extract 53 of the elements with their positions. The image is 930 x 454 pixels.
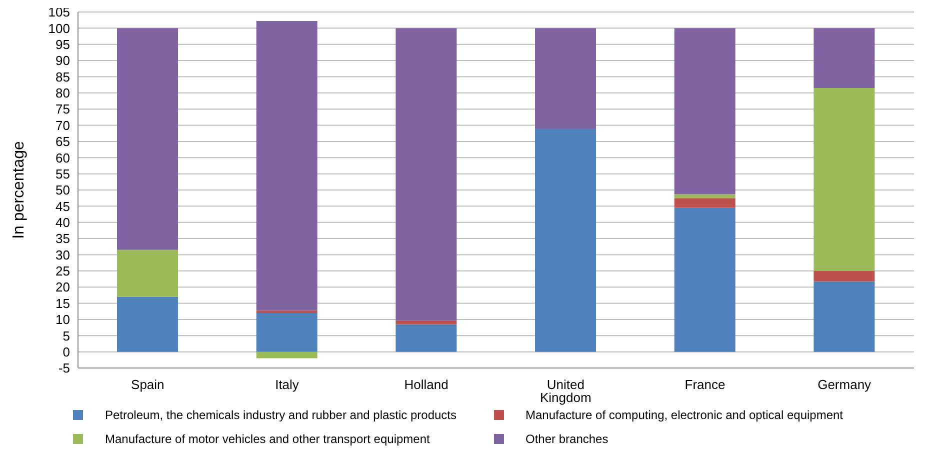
y-tick-label: 50 xyxy=(56,182,70,198)
x-tick-label: France xyxy=(684,377,726,392)
bar xyxy=(535,128,596,352)
y-tick-label: 95 xyxy=(56,36,70,52)
bar xyxy=(396,324,457,352)
bar xyxy=(814,88,875,271)
y-tick-label: 0 xyxy=(62,344,70,360)
x-tick-label: Germany xyxy=(818,377,872,392)
x-tick-label: United Kingdom xyxy=(540,377,592,406)
y-tick-label: 85 xyxy=(56,69,70,84)
bar xyxy=(117,250,178,297)
bar xyxy=(674,208,736,352)
y-tick-label: 25 xyxy=(56,264,70,279)
y-tick-label: 90 xyxy=(56,53,70,68)
bar xyxy=(396,28,457,320)
y-tick-label: 5 xyxy=(62,328,70,344)
bar xyxy=(396,320,457,324)
bar xyxy=(674,194,736,198)
y-tick-label: 100 xyxy=(48,20,70,36)
y-axis-title: In percentage xyxy=(10,140,28,239)
bar xyxy=(814,270,875,282)
bar xyxy=(117,28,178,250)
y-tick-label: 45 xyxy=(56,198,70,214)
y-tick-label: 40 xyxy=(56,214,70,230)
legend-label: Manufacture of motor vehicles and other transport equipment xyxy=(105,432,430,446)
y-tick-label: -5 xyxy=(58,360,70,376)
legend-label: Petroleum, the chemicals industry and rubber and plastic products xyxy=(105,408,457,422)
bar xyxy=(814,281,875,352)
y-tick-label: 80 xyxy=(56,86,70,101)
bar xyxy=(256,352,318,358)
y-tick-label: 35 xyxy=(56,231,70,246)
y-tick-label: 60 xyxy=(56,150,70,166)
bar xyxy=(535,28,596,129)
bar xyxy=(814,28,875,88)
bar xyxy=(117,296,178,352)
y-tick-label: 15 xyxy=(56,296,70,311)
bar xyxy=(674,198,736,208)
bar xyxy=(256,312,318,352)
y-tick-label: 65 xyxy=(56,134,70,150)
x-tick-label: Spain xyxy=(131,377,164,392)
legend-label: Other branches xyxy=(526,432,608,446)
x-tick-label: Holland xyxy=(404,377,448,392)
legend-label: Manufacture of computing, electronic and optical equipment xyxy=(526,408,844,422)
y-tick-label: 20 xyxy=(56,280,70,295)
y-tick-label: 75 xyxy=(56,102,70,117)
y-tick-label: 30 xyxy=(56,247,70,262)
bar xyxy=(674,28,736,194)
y-tick-label: 55 xyxy=(56,166,70,182)
bar xyxy=(256,21,318,310)
bar xyxy=(256,310,318,313)
x-tick-label: Italy xyxy=(275,377,300,392)
y-tick-label: 70 xyxy=(56,118,70,133)
y-tick-label: 10 xyxy=(56,312,70,328)
